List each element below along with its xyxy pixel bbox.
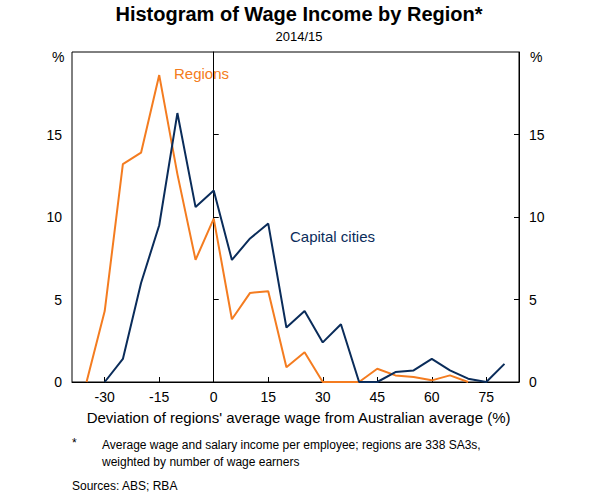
svg-text:-30: -30	[95, 389, 115, 405]
svg-text:5: 5	[54, 292, 62, 308]
svg-text:0: 0	[529, 374, 537, 390]
svg-text:Average wage and salary income: Average wage and salary income per emplo…	[102, 438, 481, 452]
svg-text:10: 10	[529, 209, 545, 225]
svg-text:10: 10	[46, 209, 62, 225]
svg-text:15: 15	[529, 127, 545, 143]
svg-text:60: 60	[424, 389, 440, 405]
svg-text:%: %	[530, 49, 542, 65]
svg-text:75: 75	[479, 389, 495, 405]
svg-text:0: 0	[54, 374, 62, 390]
svg-text:Sources: ABS; RBA: Sources: ABS; RBA	[72, 479, 177, 493]
svg-text:Regions: Regions	[174, 65, 229, 82]
svg-text:0: 0	[210, 389, 218, 405]
svg-text:Deviation of regions' average: Deviation of regions' average wage from …	[87, 409, 511, 426]
svg-text:5: 5	[529, 292, 537, 308]
svg-text:Capital cities: Capital cities	[290, 228, 375, 245]
svg-text:15: 15	[260, 389, 276, 405]
svg-text:-15: -15	[149, 389, 169, 405]
svg-text:Histogram of Wage Income by Re: Histogram of Wage Income by Region*	[115, 3, 482, 25]
svg-text:30: 30	[315, 389, 331, 405]
svg-text:weighted by number of wage ear: weighted by number of wage earners	[101, 455, 299, 469]
svg-text:*: *	[72, 436, 77, 450]
svg-text:45: 45	[369, 389, 385, 405]
svg-text:15: 15	[46, 127, 62, 143]
svg-text:2014/15: 2014/15	[276, 29, 323, 44]
svg-text:%: %	[52, 49, 64, 65]
